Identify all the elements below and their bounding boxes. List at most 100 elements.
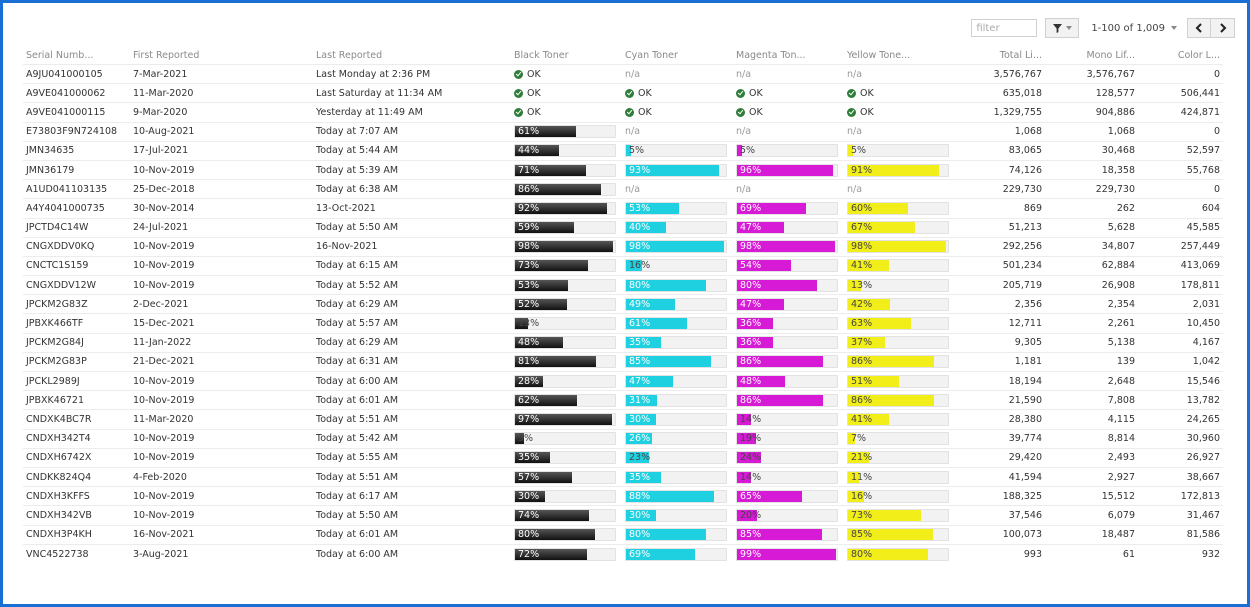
yellow-toner-cell: 5% bbox=[844, 140, 955, 161]
previous-page-button[interactable] bbox=[1187, 18, 1211, 38]
toner-status-text: OK bbox=[749, 106, 763, 118]
table-row[interactable]: JPCKM2G83P 21-Dec-2021 Today at 6:31 AM 81%… bbox=[23, 351, 1223, 372]
table-row[interactable]: CNCTC1S159 10-Nov-2019 Today at 6:15 AM 73%… bbox=[23, 255, 1223, 276]
column-magenta-toner-header[interactable]: Magenta Ton... bbox=[736, 49, 806, 61]
serial-number-cell: JPBXK466TF bbox=[23, 313, 130, 334]
toner-level-label: 97% bbox=[518, 413, 540, 425]
filter-input[interactable] bbox=[971, 19, 1038, 37]
yellow-toner-cell: 41% bbox=[844, 255, 955, 276]
table-row[interactable]: CNGXDDV0KQ 10-Nov-2019 16-Nov-2021 98% 98% 98… bbox=[23, 236, 1223, 257]
yellow-toner-cell: 98% bbox=[844, 236, 955, 257]
table-row[interactable]: A9VE041000115 9-Mar-2020 Yesterday at 11:4… bbox=[23, 102, 1223, 123]
table-row[interactable]: CNGXDDV12W 10-Nov-2019 Today at 5:52 AM 53%… bbox=[23, 275, 1223, 295]
magenta-toner-cell: 14% bbox=[733, 466, 844, 487]
toner-ok-status: OK bbox=[514, 107, 619, 118]
toner-level-label: 93% bbox=[629, 164, 651, 176]
table-row[interactable]: JPBXK466TF 15-Dec-2021 Today at 5:57 AM 13%… bbox=[23, 313, 1223, 334]
toner-level-label: 80% bbox=[629, 529, 651, 541]
toner-level-fill bbox=[515, 548, 587, 560]
column-serial-header[interactable]: Serial Numb... bbox=[26, 49, 94, 61]
table-row[interactable]: CNDKK824Q4 4-Feb-2020 Today at 5:51 AM 57% 3… bbox=[23, 466, 1223, 487]
table-row[interactable]: CNDXK4BC7R 11-Mar-2020 Today at 5:51 AM 97%… bbox=[23, 409, 1223, 430]
table-row[interactable]: A1UD041103135 25-Dec-2018 Today at 6:38 AM… bbox=[23, 179, 1223, 199]
toner-level-label: 37% bbox=[851, 337, 873, 349]
color-life-cell: 257,449 bbox=[1138, 236, 1223, 257]
toner-level-bar: 5% bbox=[736, 144, 838, 158]
toner-level-fill bbox=[515, 164, 586, 176]
table-row[interactable]: CNDXH3P4KH 16-Nov-2021 Today at 6:01 AM 80%… bbox=[23, 524, 1223, 545]
table-row[interactable]: CNDXH3KFFS 10-Nov-2019 Today at 6:17 AM 30%… bbox=[23, 486, 1223, 506]
toner-level-bar: 53% bbox=[514, 278, 616, 292]
last-reported-cell: Today at 6:29 AM bbox=[313, 294, 511, 314]
toner-na-text: n/a bbox=[625, 68, 641, 80]
toner-level-label: 80% bbox=[518, 529, 540, 541]
last-reported-cell: Today at 5:50 AM bbox=[313, 505, 511, 525]
table-row[interactable]: JMN34635 17-Jul-2021 Today at 5:44 AM 44% 5%… bbox=[23, 140, 1223, 161]
mono-life-cell: 8,814 bbox=[1045, 428, 1138, 449]
column-cyan-toner-header[interactable]: Cyan Toner bbox=[625, 49, 678, 61]
toner-level-fill bbox=[848, 260, 889, 272]
table-row[interactable]: A4Y4041000735 30-Nov-2014 13-Oct-2021 92% 53… bbox=[23, 198, 1223, 218]
toner-level-bar: 19% bbox=[736, 432, 838, 446]
table-row[interactable]: JPBXK46721 10-Nov-2019 Today at 6:01 AM 62%… bbox=[23, 390, 1223, 410]
table-row[interactable]: JPCKM2G83Z 2-Dec-2021 Today at 6:29 AM 52% 4… bbox=[23, 294, 1223, 314]
table-row[interactable]: CNDXH342VB 10-Nov-2019 Today at 5:50 AM 74%… bbox=[23, 505, 1223, 525]
toner-level-bar: 9% bbox=[514, 432, 616, 446]
toner-level-bar: 24% bbox=[736, 451, 838, 465]
table-row[interactable]: E73803F9N724108 10-Aug-2021 Today at 7:07 … bbox=[23, 121, 1223, 142]
serial-number-cell: CNDXH3P4KH bbox=[23, 524, 130, 545]
mono-life-cell: 5,138 bbox=[1045, 332, 1138, 353]
toner-level-fill bbox=[626, 222, 666, 234]
toner-level-label: 49% bbox=[629, 298, 651, 310]
table-row[interactable]: JPCKL2989J 10-Nov-2019 Today at 6:00 AM 28%… bbox=[23, 370, 1223, 391]
next-page-button[interactable] bbox=[1211, 18, 1235, 38]
toner-level-fill bbox=[737, 548, 836, 560]
column-black-toner-header[interactable]: Black Toner bbox=[514, 49, 569, 61]
toner-level-fill bbox=[626, 452, 649, 464]
first-reported-cell: 10-Nov-2019 bbox=[130, 486, 313, 506]
toner-level-bar: 51% bbox=[847, 374, 949, 388]
table-row[interactable]: JPCTD4C14W 24-Jul-2021 Today at 5:50 AM 59%… bbox=[23, 217, 1223, 238]
toner-level-fill bbox=[848, 452, 869, 464]
toner-level-bar: 5% bbox=[625, 144, 727, 158]
pager-dropdown[interactable]: 1-100 of 1,009 bbox=[1091, 23, 1177, 34]
toner-level-bar: 81% bbox=[514, 355, 616, 369]
toner-level-fill bbox=[737, 471, 751, 483]
toner-level-label: 35% bbox=[518, 452, 540, 464]
table-row[interactable]: A9VE041000062 11-Mar-2020 Last Saturday at… bbox=[23, 83, 1223, 103]
table-row[interactable]: JMN36179 10-Nov-2019 Today at 5:39 AM 71% 93… bbox=[23, 159, 1223, 180]
yellow-toner-cell: 80% bbox=[844, 543, 955, 564]
yellow-toner-cell: 85% bbox=[844, 524, 955, 545]
toner-level-bar: 5% bbox=[847, 144, 949, 158]
toner-level-label: 7% bbox=[851, 433, 867, 445]
table-row[interactable]: CNDXH6742X 10-Nov-2019 Today at 5:55 AM 35%… bbox=[23, 447, 1223, 468]
column-mono-life-header[interactable]: Mono Lif... bbox=[1086, 49, 1135, 61]
table-row[interactable]: CNDXH342T4 10-Nov-2019 Today at 5:42 AM 9% 2… bbox=[23, 428, 1223, 449]
toner-level-fill bbox=[626, 471, 661, 483]
toner-level-fill bbox=[626, 375, 673, 387]
column-yellow-toner-header[interactable]: Yellow Tone... bbox=[847, 49, 911, 61]
last-reported-cell: Today at 6:00 AM bbox=[313, 543, 511, 564]
total-life-cell: 1,181 bbox=[955, 351, 1045, 372]
table-row[interactable]: A9JU041000105 7-Mar-2021 Last Monday at 2:… bbox=[23, 63, 1223, 84]
column-color-life-header[interactable]: Color L... bbox=[1177, 49, 1220, 61]
black-toner-cell: 73% bbox=[511, 255, 622, 276]
toner-level-fill bbox=[515, 145, 559, 157]
toner-level-fill bbox=[848, 471, 859, 483]
toner-level-bar: 26% bbox=[625, 432, 727, 446]
toner-level-bar: 20% bbox=[736, 508, 838, 522]
column-total-life-header[interactable]: Total Li... bbox=[999, 49, 1042, 61]
color-life-cell: 4,167 bbox=[1138, 332, 1223, 353]
column-first-reported-header[interactable]: First Reported bbox=[133, 49, 200, 61]
black-toner-cell: 57% bbox=[511, 466, 622, 487]
table-row[interactable]: VNC4522738 3-Aug-2021 Today at 6:00 AM 72% 6… bbox=[23, 543, 1223, 564]
toner-level-label: 96% bbox=[740, 164, 762, 176]
mono-life-cell: 2,493 bbox=[1045, 447, 1138, 468]
filter-menu-button[interactable] bbox=[1045, 18, 1080, 38]
first-reported-cell: 10-Nov-2019 bbox=[130, 275, 313, 295]
toner-level-fill bbox=[737, 298, 784, 310]
column-last-reported-header[interactable]: Last Reported bbox=[316, 49, 383, 61]
chevron-right-icon bbox=[1219, 23, 1226, 33]
toner-level-bar: 30% bbox=[625, 508, 727, 522]
table-row[interactable]: JPCKM2G84J 11-Jan-2022 Today at 6:29 AM 48%… bbox=[23, 332, 1223, 353]
